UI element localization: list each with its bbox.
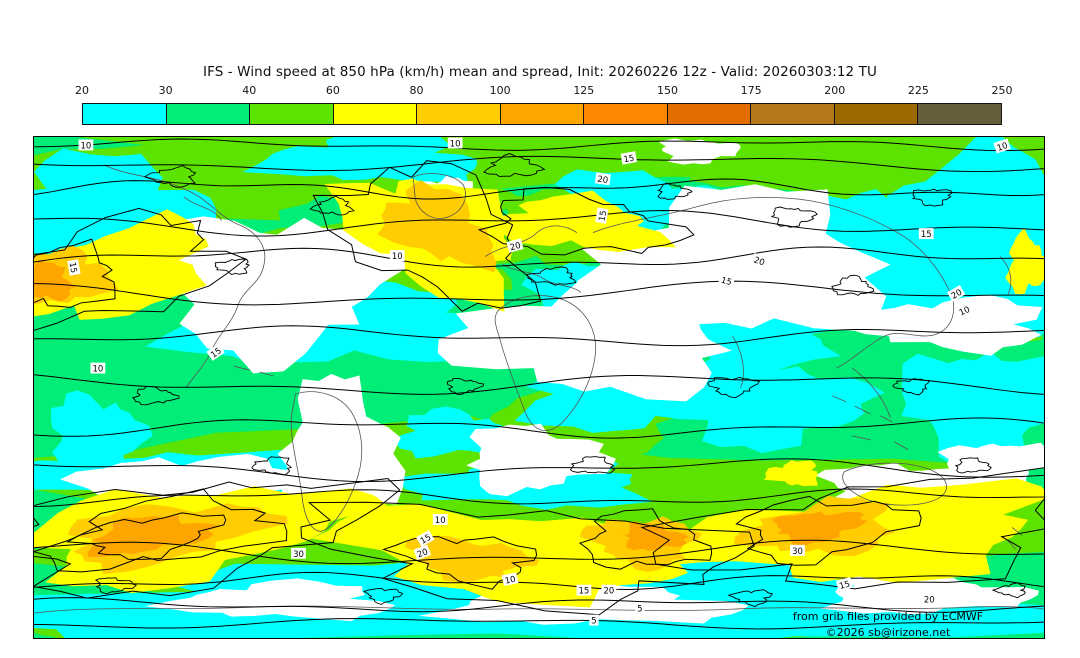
contour-label: 10 — [993, 138, 1011, 154]
contour-label: 10 — [389, 250, 405, 261]
svg-text:30: 30 — [792, 546, 803, 556]
svg-text:10: 10 — [435, 515, 446, 525]
colorbar-segment — [416, 104, 500, 124]
contour-label: 15 — [835, 577, 853, 592]
svg-text:30: 30 — [293, 549, 304, 559]
svg-text:10: 10 — [392, 251, 403, 261]
svg-text:20: 20 — [753, 254, 767, 267]
svg-text:10: 10 — [504, 574, 517, 586]
contour-label: 15 — [918, 228, 934, 239]
colorbar-tick-label: 60 — [325, 84, 340, 97]
svg-text:10: 10 — [957, 304, 971, 318]
contour-label: 20 — [601, 584, 617, 596]
colorbar: 20 30 40 60 80 100 125 150 175 200 225 250 — [75, 84, 1013, 125]
contour-label: 20 — [921, 593, 937, 605]
contour-label: 15 — [620, 151, 638, 165]
colorbar-tick-label: 125 — [573, 84, 595, 97]
attribution-copyright: ©2026 sb@irizone.net — [825, 626, 951, 639]
colorbar-tick-label: 20 — [75, 84, 89, 97]
contour-label: 10 — [90, 362, 106, 374]
map-canvas: 10 10 10 20 15 15 20 15 20 10 15 10 15 10 10 15 20 30 30 15… — [33, 136, 1045, 639]
colorbar-tick-label: 30 — [158, 84, 173, 97]
contour-label: 5 — [635, 602, 645, 614]
colorbar-segment — [499, 104, 584, 124]
svg-text:10: 10 — [450, 138, 461, 148]
svg-text:10: 10 — [92, 364, 103, 374]
colorbar-segment — [750, 104, 834, 124]
colorbar-segment — [917, 104, 1002, 124]
contour-label: 10 — [432, 513, 448, 525]
attribution-ecmwf: from grib files provided by ECMWF — [792, 610, 984, 623]
svg-text:20: 20 — [603, 586, 614, 596]
svg-text:20: 20 — [924, 595, 935, 605]
colorbar-tick-label: 175 — [740, 84, 762, 97]
contour-label: 15 — [67, 259, 81, 276]
colorbar-segment — [583, 104, 667, 124]
contour-label: 15 — [416, 529, 435, 547]
colorbar-tick-label: 40 — [242, 84, 257, 97]
contour-label: 30 — [790, 544, 805, 556]
svg-text:15: 15 — [579, 586, 590, 596]
colorbar-tick-label: 225 — [907, 84, 929, 97]
colorbar-segment — [165, 104, 250, 124]
svg-text:15: 15 — [68, 261, 80, 273]
contour-label: 10 — [955, 302, 974, 319]
contour-label: 10 — [501, 572, 519, 587]
svg-text:15: 15 — [720, 275, 733, 287]
svg-text:15: 15 — [418, 532, 432, 546]
colorbar-tick-label: 150 — [656, 84, 678, 97]
contour-label: 20 — [750, 252, 769, 269]
colorbar-segment — [666, 104, 751, 124]
colorbar-segment — [249, 104, 333, 124]
contour-label: 15 — [576, 584, 592, 596]
colorbar-tick-label: 100 — [489, 84, 511, 97]
contour-label: 10 — [78, 139, 94, 150]
colorbar-tick-label: 250 — [991, 84, 1013, 97]
contour-label: 20 — [947, 284, 966, 302]
contour-label: 15 — [718, 273, 736, 288]
svg-text:5: 5 — [637, 604, 642, 614]
svg-text:20: 20 — [509, 240, 522, 252]
colorbar-segment — [833, 104, 918, 124]
svg-text:20: 20 — [949, 287, 963, 301]
contour-label: 20 — [594, 172, 611, 186]
svg-text:20: 20 — [597, 174, 609, 185]
contour-label: 20 — [413, 544, 432, 561]
svg-text:10: 10 — [81, 140, 92, 150]
contour-label: 5 — [589, 614, 599, 626]
colorbar-tick-label: 200 — [824, 84, 846, 97]
svg-text:15: 15 — [623, 153, 635, 165]
colorbar-segment — [332, 104, 417, 124]
colorbar-segment — [83, 104, 166, 124]
svg-text:15: 15 — [921, 229, 932, 239]
svg-text:15: 15 — [838, 578, 851, 590]
contour-label: 10 — [447, 137, 463, 148]
contour-label: 30 — [291, 547, 306, 559]
svg-text:10: 10 — [996, 140, 1009, 153]
svg-text:5: 5 — [591, 616, 596, 626]
svg-text:20: 20 — [416, 546, 430, 559]
contour-label: 20 — [506, 238, 524, 253]
colorbar-tick-label: 80 — [409, 84, 424, 97]
contour-label: 15 — [595, 207, 609, 224]
chart-title: IFS - Wind speed at 850 hPa (km/h) mean … — [203, 64, 877, 80]
colorbar-bar — [82, 103, 1002, 125]
svg-text:15: 15 — [596, 210, 608, 222]
